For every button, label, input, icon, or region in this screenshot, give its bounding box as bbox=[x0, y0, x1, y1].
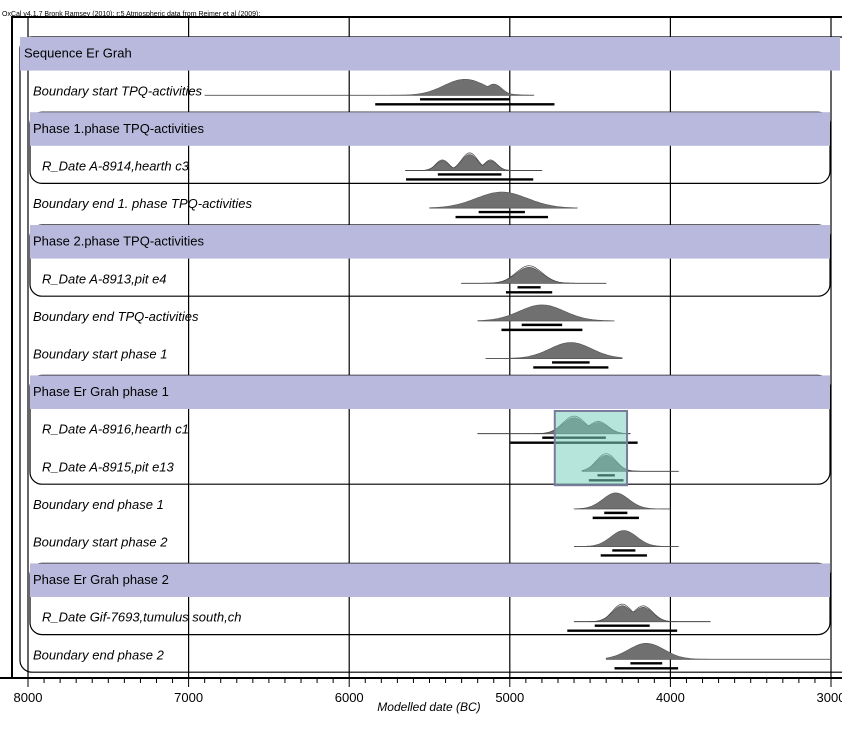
row-label: Boundary end phase 2 bbox=[33, 647, 165, 662]
row-label: R_Date A-8915,pit e13 bbox=[42, 459, 175, 474]
highlight-box bbox=[553, 410, 629, 487]
highlight-layer bbox=[553, 410, 629, 487]
posterior-distribution bbox=[477, 304, 615, 322]
posterior-distribution bbox=[605, 642, 832, 660]
row-label: Phase 1.phase TPQ-activities bbox=[33, 121, 205, 136]
row-label: R_Date A-8914,hearth c3 bbox=[42, 158, 190, 173]
phase-header-band bbox=[30, 112, 830, 146]
row-label: Phase Er Grah phase 1 bbox=[33, 384, 169, 399]
x-tick-label: 5000 bbox=[495, 690, 524, 705]
posterior-distribution bbox=[573, 530, 680, 547]
x-tick-label: 8000 bbox=[14, 690, 43, 705]
row-label: Boundary end 1. phase TPQ-activities bbox=[33, 196, 252, 211]
posterior-distribution bbox=[573, 605, 711, 622]
phase-header-band bbox=[30, 563, 830, 597]
row-label: R_Date Gif-7693,tumulus south,ch bbox=[42, 610, 241, 625]
x-tick-label: 4000 bbox=[656, 690, 685, 705]
x-tick-label: 6000 bbox=[335, 690, 364, 705]
x-tick-label: 7000 bbox=[174, 690, 203, 705]
prior-distribution bbox=[573, 603, 711, 623]
posterior-distribution bbox=[573, 492, 671, 510]
sequence-header-band bbox=[20, 37, 840, 71]
posterior-distribution bbox=[372, 79, 535, 96]
row-label: R_Date A-8916,hearth c1 bbox=[42, 422, 189, 437]
row-label: Boundary end phase 1 bbox=[33, 497, 164, 512]
prior-distribution bbox=[404, 152, 542, 171]
posterior-distribution bbox=[404, 154, 543, 171]
x-tick-label: 3000 bbox=[817, 690, 842, 705]
row-label: R_Date A-8913,pit e4 bbox=[42, 271, 167, 286]
prior-distribution bbox=[460, 265, 607, 284]
rows-layer: Sequence Er Grah Boundary start TPQ-activ… bbox=[20, 37, 840, 670]
x-axis: 8000 7000 6000 5000 4000 3000 bbox=[0, 677, 842, 705]
row-label: Boundary start TPQ-activities bbox=[33, 83, 203, 98]
credit-text: OxCal v4.1.7 Bronk Ramsey (2010); r:5 At… bbox=[2, 11, 261, 18]
row-label: Sequence Er Grah bbox=[24, 46, 132, 61]
row-label: Boundary start phase 1 bbox=[33, 346, 167, 361]
row-label: Phase Er Grah phase 2 bbox=[33, 572, 169, 587]
phase-header-band bbox=[30, 225, 830, 259]
credit-line: OxCal v4.1.7 Bronk Ramsey (2010); r:5 At… bbox=[2, 3, 260, 21]
posterior-distribution bbox=[485, 342, 623, 359]
row-label: Boundary end TPQ-activities bbox=[33, 309, 199, 324]
phase-header-band bbox=[30, 375, 830, 409]
row-label: Phase 2.phase TPQ-activities bbox=[33, 234, 205, 249]
row-label: Boundary start phase 2 bbox=[33, 534, 168, 549]
posterior-distribution bbox=[429, 191, 578, 209]
x-axis-title: Modelled date (BC) bbox=[377, 700, 480, 714]
posterior-distribution bbox=[460, 266, 607, 284]
